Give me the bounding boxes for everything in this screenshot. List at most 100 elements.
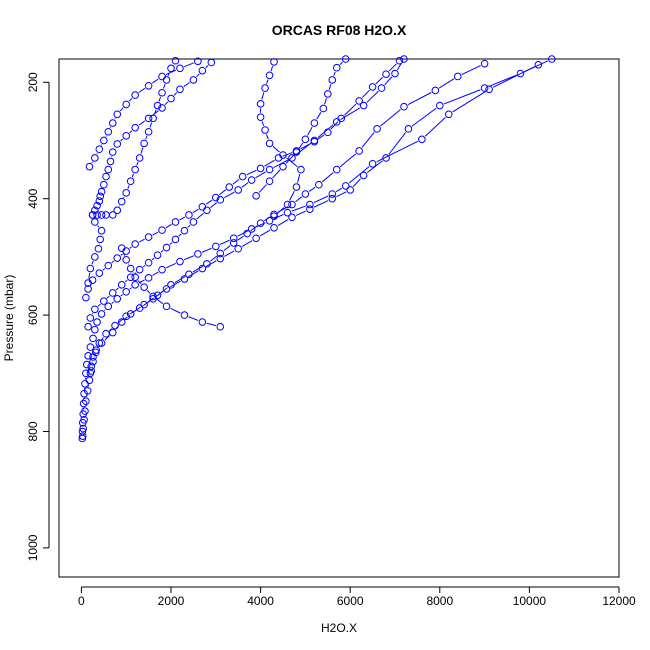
data-point <box>198 203 207 211</box>
series-segment <box>223 191 235 199</box>
data-point <box>91 253 99 261</box>
series-segment <box>328 84 332 90</box>
series-segment <box>261 121 265 126</box>
data-point <box>418 135 426 144</box>
data-point <box>102 211 110 219</box>
data-point <box>86 264 95 273</box>
series-segment <box>169 242 173 245</box>
series-segment <box>335 187 343 193</box>
series-segment <box>183 62 194 68</box>
data-point <box>203 206 211 215</box>
series-segment <box>196 212 204 220</box>
data-point <box>108 328 117 337</box>
data-point <box>315 180 323 189</box>
plot-frame <box>58 58 620 578</box>
series <box>84 55 408 331</box>
series-segment <box>151 257 155 261</box>
x-tick-label: 12000 <box>602 594 636 608</box>
series-segment <box>118 318 124 324</box>
series-segment <box>167 72 170 76</box>
data-point <box>265 165 274 174</box>
data-point <box>108 119 117 127</box>
data-point <box>140 283 148 291</box>
series-segment <box>122 252 126 256</box>
series-segment <box>138 87 146 93</box>
data-point <box>144 114 153 123</box>
data-point <box>79 399 88 408</box>
data-point <box>97 211 106 219</box>
data-point <box>89 334 97 343</box>
series-segment <box>91 161 93 164</box>
series-segment <box>388 132 407 155</box>
data-point <box>391 69 399 78</box>
series-segment <box>524 60 548 73</box>
series-segment <box>340 107 361 120</box>
series-segment <box>443 89 481 105</box>
series-segment <box>384 76 393 86</box>
data-point <box>108 289 117 297</box>
data-point <box>140 300 148 309</box>
series-segment <box>120 253 123 256</box>
x-tick-label: 4000 <box>247 594 274 608</box>
series-segment <box>206 260 217 267</box>
data-point <box>144 233 153 241</box>
data-point <box>117 281 126 289</box>
y-tick-label: 400 <box>26 188 40 208</box>
data-point <box>135 154 144 162</box>
series-segment <box>452 91 486 113</box>
series-segment <box>232 178 240 185</box>
data-point <box>108 211 117 219</box>
series-segment <box>104 335 110 341</box>
data-point <box>144 258 153 267</box>
series-segment <box>129 287 132 290</box>
series-segment <box>255 171 266 179</box>
data-point <box>78 427 87 436</box>
series-segment <box>277 207 285 214</box>
series-segment <box>102 268 106 271</box>
data-point <box>117 244 126 252</box>
data-point <box>306 205 314 213</box>
data-point <box>265 177 274 186</box>
data-point <box>84 279 92 287</box>
x-tick-label: 2000 <box>158 594 185 608</box>
series-segment <box>241 240 253 247</box>
series-segment <box>285 155 294 164</box>
data-point <box>395 56 404 65</box>
data-point <box>194 57 202 66</box>
data-point <box>189 218 198 226</box>
data-point <box>373 125 381 133</box>
data-point <box>216 196 225 204</box>
series-segment <box>188 316 199 321</box>
data-point <box>279 162 287 171</box>
series-segment <box>205 199 213 205</box>
x-axis: 0 2000 4000 6000 8000 10000 12000 <box>78 586 636 608</box>
series-segment <box>152 231 159 236</box>
series-segment <box>261 92 265 100</box>
data-point <box>162 302 171 311</box>
series <box>256 58 305 220</box>
series-segment <box>192 208 199 214</box>
data-point <box>332 63 341 72</box>
series-segment <box>149 122 153 128</box>
data-point <box>158 265 166 274</box>
series <box>252 55 350 200</box>
series-segment <box>152 78 159 84</box>
series-segment <box>170 280 181 288</box>
data-marks <box>78 55 556 443</box>
data-point <box>162 76 171 84</box>
series-segment <box>165 262 177 269</box>
data-point <box>78 432 87 440</box>
data-point <box>104 165 113 174</box>
series <box>85 57 202 171</box>
series-segment <box>206 322 217 327</box>
series-segment <box>115 325 120 330</box>
data-point <box>158 104 166 112</box>
data-point <box>176 257 184 266</box>
data-point <box>516 69 525 78</box>
data-point <box>162 243 171 252</box>
x-tick-label: 0 <box>78 594 85 608</box>
series-segment <box>137 280 142 285</box>
data-point <box>256 100 265 108</box>
series-segment <box>91 260 94 265</box>
series-segment <box>154 109 157 115</box>
